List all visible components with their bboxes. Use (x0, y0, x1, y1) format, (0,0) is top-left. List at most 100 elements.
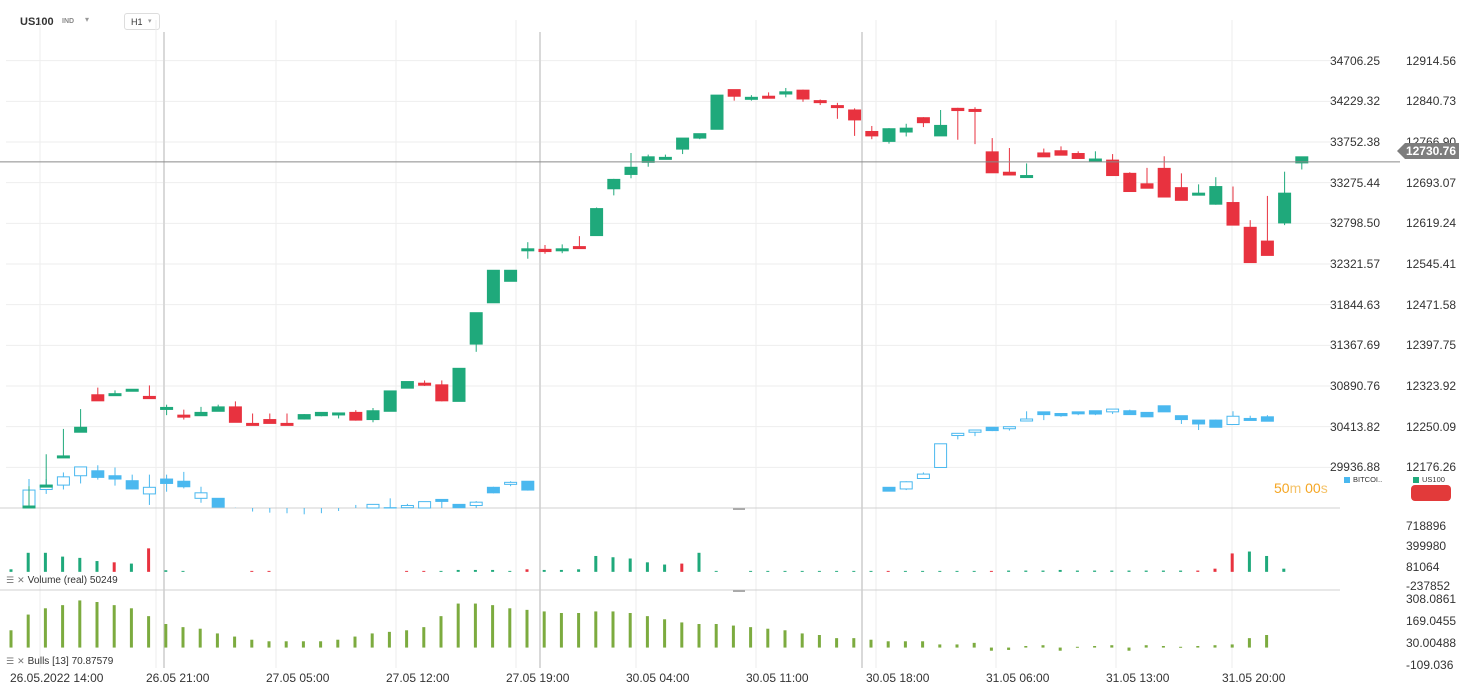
current-price-badge: 12730.76 (1397, 143, 1459, 159)
timer-s-unit: s (1320, 480, 1328, 496)
us100-candle (56, 455, 70, 459)
us100-candle (676, 137, 690, 150)
indicator-menu-icon[interactable]: ☰ (6, 575, 15, 585)
bulls-bar (714, 624, 718, 648)
us100-candle (314, 411, 328, 417)
bulls-bar (473, 603, 477, 648)
us100-candle (280, 422, 294, 426)
us100-candle (658, 156, 672, 160)
us100-candle (1260, 240, 1274, 256)
overlay-axis-tick: 32798.50 (1329, 216, 1380, 231)
legend-color-swatch[interactable] (1411, 485, 1451, 501)
bitcoin-candle (1174, 415, 1188, 421)
overlay-axis-tick: 33275.44 (1329, 175, 1380, 190)
volume-bar (542, 569, 546, 572)
volume-bar (164, 570, 168, 572)
us100-candle (349, 411, 363, 421)
volume-bar (491, 569, 495, 572)
overlay-axis-tick: 29936.88 (1329, 460, 1380, 475)
volume-bar (456, 569, 460, 572)
volume-bar (61, 556, 65, 572)
us100-candle (228, 406, 242, 423)
chart-toolbar: US100 IND ▾ H1 ▾ (0, 0, 1340, 30)
volume-bar (903, 570, 907, 572)
bulls-bar (1230, 644, 1234, 648)
volume-axis-tick: 399980 (1406, 539, 1447, 554)
bitcoin-candle (91, 470, 105, 478)
bulls-bar (835, 638, 839, 648)
bulls-bar (1265, 635, 1269, 648)
volume-bar (1161, 570, 1165, 572)
us100-candle (1243, 226, 1257, 264)
us100-candle (160, 406, 174, 410)
bulls-bar (697, 624, 701, 648)
bulls-panel-label[interactable]: ☰ ✕ Bulls [13] 70.87579 (6, 656, 113, 667)
volume-bar (645, 562, 649, 572)
us100-candle (762, 95, 776, 99)
bulls-bar (886, 641, 890, 648)
bulls-bar (95, 602, 99, 648)
volume-bar (1058, 569, 1062, 572)
legend-item-bitcoin[interactable]: BITCOI.. (1344, 475, 1382, 484)
volume-bar (129, 563, 133, 572)
bulls-bar (1007, 647, 1011, 650)
bulls-bar (405, 630, 409, 648)
bitcoin-candle (486, 486, 500, 494)
us100-candle (263, 419, 277, 424)
us100-candle (727, 89, 741, 97)
volume-bar (697, 552, 701, 572)
chevron-down-icon: ▾ (148, 18, 152, 25)
us100-candle (1071, 153, 1085, 159)
bitcoin-candle (504, 481, 518, 485)
legend-swatch-bitcoin (1344, 477, 1350, 484)
volume-bar (800, 570, 804, 572)
timeframe-select[interactable]: H1 ▾ (124, 13, 160, 30)
overlay-axis-tick: 32321.57 (1329, 257, 1380, 271)
overlay-axis-tick: 33752.38 (1329, 135, 1380, 149)
volume-bar (95, 561, 99, 572)
bulls-axis-tick: 30.00488 (1406, 635, 1457, 650)
bulls-bar (903, 641, 907, 648)
volume-bar (439, 570, 443, 572)
overlay-axis-tick: 34229.32 (1329, 94, 1380, 109)
time-axis-label: 26.05 21:00 (146, 671, 210, 685)
us100-candle (435, 384, 449, 402)
symbol-type: IND (62, 18, 75, 25)
volume-axis-tick: 81064 (1406, 559, 1440, 574)
volume-panel-label[interactable]: ☰ ✕ Volume (real) 50249 (6, 575, 118, 586)
bitcoin-candle (211, 497, 225, 508)
us100-candle (830, 105, 844, 109)
bulls-bar (645, 616, 649, 648)
us100-candle (246, 422, 260, 426)
volume-bar (869, 570, 873, 572)
volume-bar (1144, 570, 1148, 572)
volume-bar (835, 570, 839, 572)
bitcoin-candle (1002, 426, 1016, 430)
symbol-dropdown-icon[interactable]: ▾ (85, 15, 90, 24)
bitcoin-candle (194, 492, 208, 499)
bitcoin-candle (1226, 415, 1240, 426)
close-icon[interactable]: ✕ (17, 575, 25, 585)
us100-candle (125, 388, 139, 392)
bitcoin-candle (177, 480, 191, 488)
volume-bar (714, 570, 718, 572)
time-axis-label: 30.05 18:00 (866, 671, 930, 685)
bulls-bar (1058, 647, 1062, 651)
us100-candle (899, 127, 913, 133)
us100-candle (1088, 158, 1102, 162)
us100-candle (142, 395, 156, 400)
legend-item-us100[interactable]: US100 (1413, 475, 1445, 484)
volume-bar (938, 570, 942, 572)
volume-bar (112, 562, 116, 572)
timeframe-label: H1 (131, 17, 143, 27)
symbol-name[interactable]: US100 (20, 16, 54, 28)
indicator-menu-icon[interactable]: ☰ (6, 656, 15, 666)
close-icon[interactable]: ✕ (17, 656, 25, 666)
us100-candle (39, 484, 53, 488)
bulls-bar (852, 638, 856, 648)
volume-bar (26, 552, 30, 572)
bulls-bar (731, 625, 735, 648)
us100-candle (452, 367, 466, 402)
bulls-bar (181, 627, 185, 648)
